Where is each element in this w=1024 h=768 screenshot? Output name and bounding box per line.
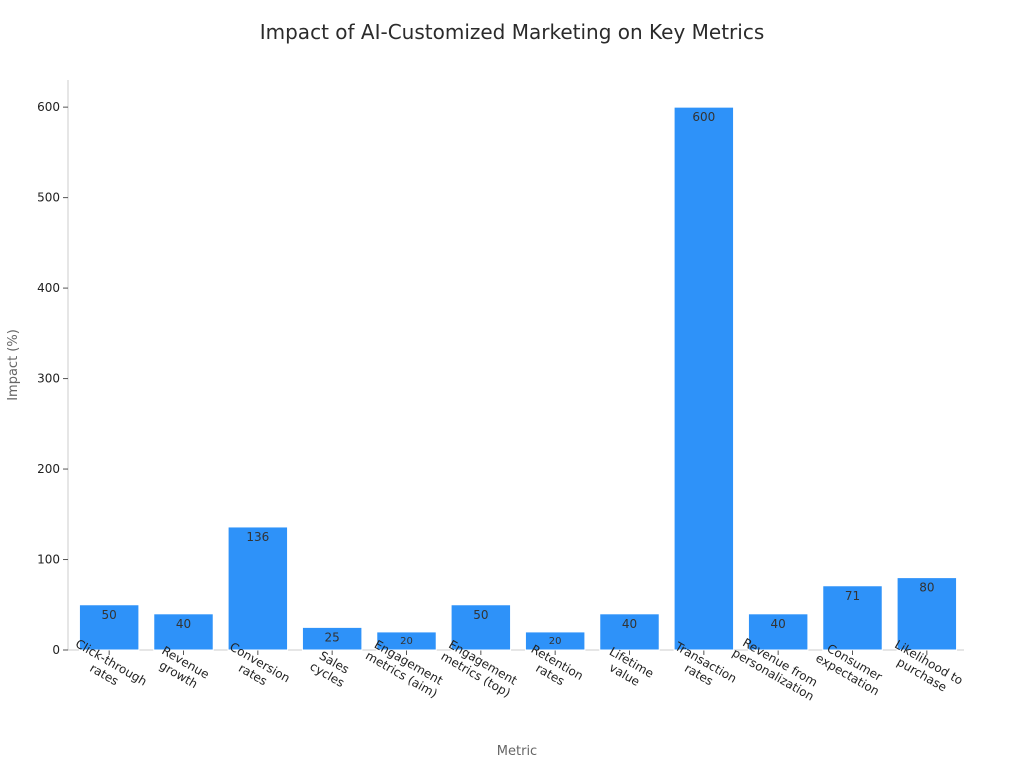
bar xyxy=(301,626,363,651)
bar xyxy=(599,613,660,651)
bar-value-label: 40 xyxy=(622,617,637,631)
chart-title: Impact of AI-Customized Marketing on Key… xyxy=(259,20,765,44)
bar-value-label: 40 xyxy=(771,617,786,631)
bar-value-label: 80 xyxy=(919,581,934,595)
bar-value-label: 600 xyxy=(692,110,715,124)
bar xyxy=(227,526,289,651)
svg-text:Lifetimevalue: Lifetimevalue xyxy=(600,644,656,693)
bar xyxy=(822,585,883,651)
y-tick-label: 100 xyxy=(37,553,60,567)
bar-value-label: 25 xyxy=(325,630,340,644)
y-tick-label: 500 xyxy=(37,191,60,205)
svg-text:Revenuegrowth: Revenuegrowth xyxy=(152,643,211,693)
svg-text:Salescycles: Salescycles xyxy=(308,647,354,690)
bar xyxy=(896,577,958,651)
x-tick-label: Revenuegrowth xyxy=(152,643,212,693)
y-tick-label: 0 xyxy=(52,643,60,657)
bar-value-label: 20 xyxy=(549,636,562,647)
bar-value-label: 50 xyxy=(473,608,488,622)
y-tick-label: 600 xyxy=(37,100,60,114)
bar-value-label: 71 xyxy=(845,589,860,603)
y-tick-label: 300 xyxy=(37,372,60,386)
bar-value-label: 50 xyxy=(102,608,117,622)
y-tick-label: 200 xyxy=(37,462,60,476)
bar xyxy=(450,604,512,651)
bar xyxy=(153,613,214,651)
x-tick-label: Salescycles xyxy=(308,647,354,690)
bar xyxy=(673,106,735,651)
bar-value-label: 20 xyxy=(400,636,413,647)
bar xyxy=(747,613,809,651)
bar xyxy=(376,631,437,651)
bar-value-label: 136 xyxy=(246,530,269,544)
bar xyxy=(524,631,586,651)
y-tick-label: 400 xyxy=(37,281,60,295)
x-tick-label: Lifetimevalue xyxy=(600,644,656,693)
y-axis-label: Impact (%) xyxy=(6,329,21,401)
bar xyxy=(78,604,140,651)
x-axis-label: Metric xyxy=(497,744,537,759)
bar-value-label: 40 xyxy=(176,617,191,631)
